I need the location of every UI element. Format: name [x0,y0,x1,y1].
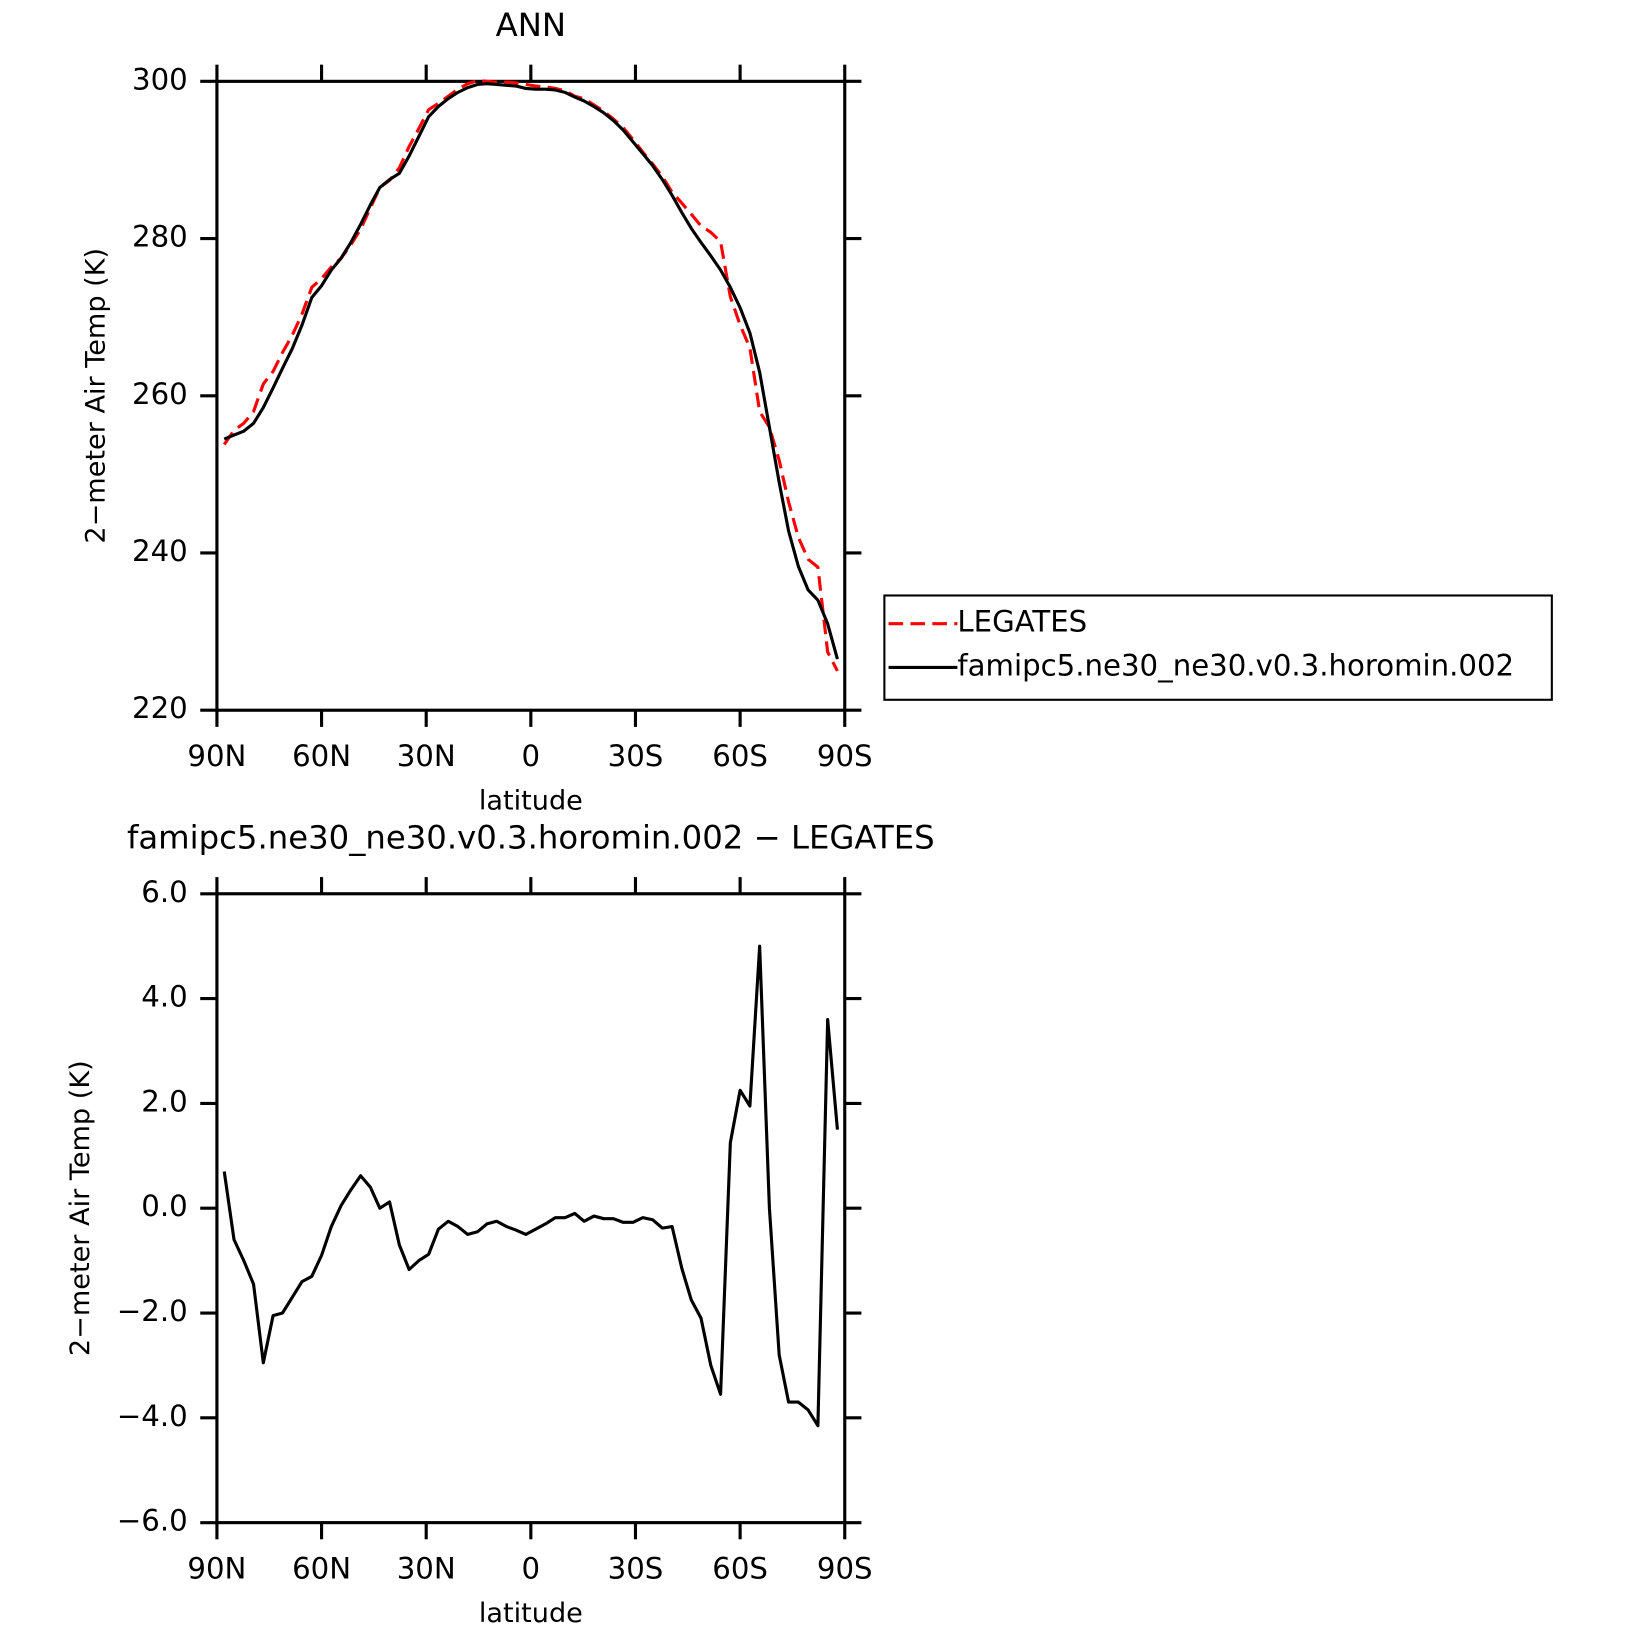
x-tick-label: 90S [817,739,873,773]
series-line [222,78,839,672]
x-tick-label: 60S [712,1552,768,1586]
y-tick-label: 300 [132,62,188,96]
legend-box [883,594,1553,701]
y-tick-label: −6.0 [117,1504,188,1538]
x-tick-label: 30S [608,1552,664,1586]
y-tick-label: 6.0 [141,875,187,909]
axes-frame [215,79,847,712]
plot-area: ANN latitude 2−meter Air Temp (K) 220 240 260… [65,6,1553,1629]
x-tick-label: 90S [817,1552,873,1586]
series-line [223,82,839,660]
chart-title: famipc5.ne30_ne30.v0.3.horomin.002 − LEG… [127,819,935,857]
series-line [222,944,839,1428]
y-tick-label: 2.0 [141,1084,187,1118]
x-tick-label: 60N [292,739,351,773]
legend-label: famipc5.ne30_ne30.v0.3.horomin.002 [957,648,1514,682]
x-axis-label: latitude [479,785,583,816]
x-tick-label: 90N [187,1552,246,1586]
y-tick-label: −4.0 [117,1399,188,1433]
chart-title: ANN [496,6,566,44]
legend-label: LEGATES [957,605,1087,639]
x-tick-label: 0 [522,1552,541,1586]
x-tick-label: 60N [292,1552,351,1586]
y-tick-label: 0.0 [141,1189,187,1223]
x-axis-label: latitude [479,1598,583,1629]
y-tick-label: −2.0 [117,1294,188,1328]
y-tick-label: 240 [132,534,188,568]
axes-frame [215,892,847,1525]
y-axis-label: 2−meter Air Temp (K) [80,248,111,544]
x-tick-label: 60S [712,739,768,773]
y-tick-label: 260 [132,377,188,411]
y-tick-label: 280 [132,220,188,254]
x-tick-label: 90N [187,739,246,773]
x-tick-label: 30N [397,739,456,773]
x-tick-label: 0 [522,739,541,773]
x-tick-label: 30N [397,1552,456,1586]
y-tick-label: 4.0 [141,980,187,1014]
y-tick-label: 220 [132,691,188,725]
y-axis-label: 2−meter Air Temp (K) [65,1060,96,1356]
x-tick-label: 30S [608,739,664,773]
